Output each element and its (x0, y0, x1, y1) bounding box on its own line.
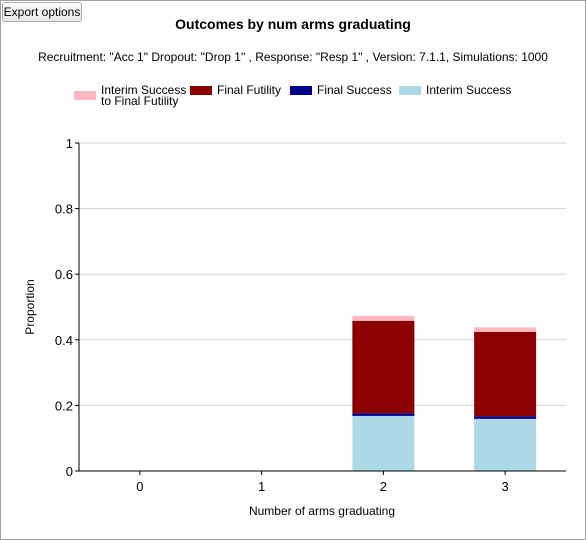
bar-segment-final-futility (474, 331, 537, 417)
legend-label-interim-success-to-final-futility: Interim Success to Final Futility (101, 83, 187, 108)
bar-segment-interim-success (474, 418, 537, 471)
x-tick-label: 2 (380, 479, 387, 494)
legend-swatch-interim-success-to-final-futility (74, 91, 96, 100)
bar-segment-final-futility (352, 320, 415, 414)
gridlines (79, 142, 566, 406)
legend-swatch-interim-success (399, 86, 421, 95)
x-tick-label: 3 (502, 479, 509, 494)
y-tick-label: 0.8 (55, 202, 73, 217)
legend-label-final-success: Final Success (317, 83, 392, 97)
bar-segment-final-success (352, 413, 415, 416)
legend-label-interim-success: Interim Success (426, 83, 512, 97)
bar-segment-interim-success (352, 415, 415, 471)
legend-swatch-final-success (290, 86, 312, 95)
bar-segment-interim-success-to-final-futility (474, 327, 537, 332)
bars (352, 315, 537, 471)
legend-label-line2: to Final Futility (101, 94, 179, 108)
chart-subtitle: Recruitment: "Acc 1" Dropout: "Drop 1" ,… (38, 50, 548, 64)
y-tick-label: 1 (66, 136, 73, 151)
y-tick-label: 0.2 (55, 398, 73, 413)
x-tick-label: 1 (258, 479, 265, 494)
x-tick-label: 0 (136, 479, 143, 494)
y-tick-label: 0.6 (55, 267, 73, 282)
y-tick-label: 0 (66, 464, 73, 479)
bar-segment-interim-success-to-final-futility (352, 315, 415, 321)
legend-label-final-futility: Final Futility (217, 83, 282, 97)
y-axis-title: Proportion (23, 279, 37, 334)
legend-label-line1: Interim Success (101, 83, 187, 97)
export-options-button[interactable]: Export options (2, 2, 82, 22)
x-axis-title: Number of arms graduating (249, 504, 395, 518)
axes: 0 0.2 0.4 0.6 0.8 1 0 1 2 3 (55, 136, 566, 494)
legend-swatch-final-futility (190, 86, 212, 95)
chart-title: Outcomes by num arms graduating (175, 16, 411, 32)
bar-segment-final-success (474, 416, 537, 419)
y-tick-label: 0.4 (55, 333, 73, 348)
